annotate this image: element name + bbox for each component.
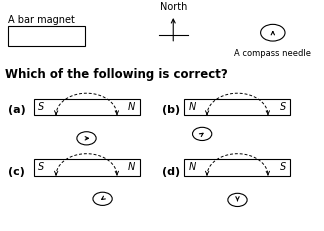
Text: (b): (b) [162,105,180,115]
Text: S: S [38,162,44,173]
Text: A bar magnet: A bar magnet [8,15,75,25]
Bar [33,99,140,115]
Text: N: N [128,102,135,112]
Text: S: S [38,102,44,112]
Text: N: N [189,102,196,112]
Text: (d): (d) [162,167,180,177]
Text: N: N [128,162,135,173]
Text: S: S [280,102,286,112]
Text: A compass needle: A compass needle [234,49,311,58]
Text: (c): (c) [8,167,25,177]
Text: N: N [189,162,196,173]
Bar [33,159,140,176]
Bar [8,26,85,46]
Bar [184,159,291,176]
Text: Which of the following is correct?: Which of the following is correct? [5,68,227,81]
Text: (a): (a) [8,105,26,115]
Text: North: North [159,2,187,12]
Text: S: S [280,162,286,173]
Bar [184,99,291,115]
